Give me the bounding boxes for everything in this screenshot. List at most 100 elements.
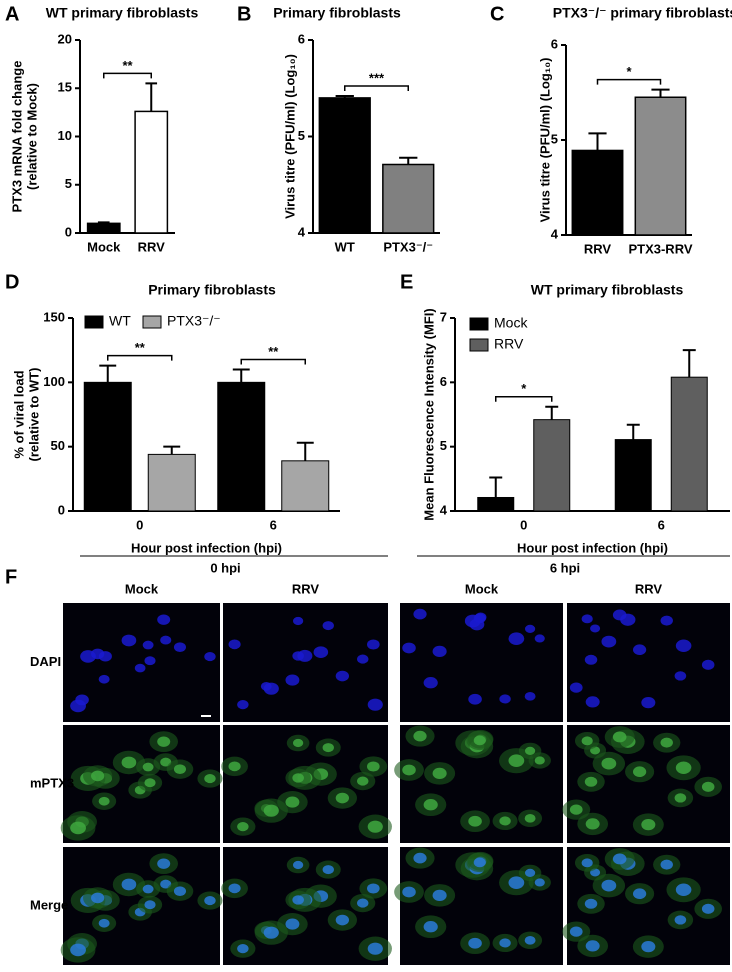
bar <box>83 381 132 512</box>
nucleus <box>157 858 171 869</box>
y-axis-label: Virus titre (PFU/ml) (Log₁₀) <box>537 58 552 223</box>
micrograph <box>562 725 730 843</box>
micrograph <box>394 847 563 965</box>
nucleus <box>601 879 617 892</box>
chart-title: PTX3⁻/⁻ primary fibroblasts <box>553 5 732 21</box>
error-bar <box>588 132 607 151</box>
nucleus <box>157 614 171 625</box>
nucleus <box>134 663 146 673</box>
nucleus <box>641 941 656 953</box>
y-tick-label: 0 <box>65 224 72 239</box>
x-tick-label: WT <box>335 239 355 254</box>
y-axis-label: % of viral load <box>11 370 26 458</box>
x-tick-label: 6 <box>658 517 665 532</box>
error-bar <box>97 221 110 224</box>
y-tick-label: 5 <box>298 128 305 143</box>
nucleus <box>402 886 416 898</box>
nucleus <box>142 762 154 772</box>
row-label: Merge <box>30 897 68 912</box>
nucleus <box>524 746 536 755</box>
x-axis-label: Hour post infection (hpi) <box>131 540 282 555</box>
nucleus <box>473 735 486 746</box>
nucleus <box>285 796 300 808</box>
nucleus <box>675 883 692 897</box>
panel-label: B <box>237 3 251 25</box>
nucleus <box>524 868 536 877</box>
timepoint-label: 0 hpi <box>210 560 240 575</box>
nucleus <box>70 821 86 835</box>
bar <box>634 96 687 236</box>
nucleus <box>160 635 172 645</box>
nucleus <box>263 804 279 817</box>
y-tick-label: 150 <box>43 309 65 324</box>
micrograph <box>394 725 563 843</box>
nucleus <box>367 883 380 894</box>
nucleus <box>701 659 715 670</box>
nucleus <box>292 616 304 626</box>
error-bar <box>399 156 418 165</box>
nucleus <box>675 639 692 653</box>
nucleus <box>524 813 536 823</box>
y-axis-label: (relative to Mock) <box>24 83 39 190</box>
nucleus <box>173 886 187 897</box>
nucleus <box>585 940 600 952</box>
nucleus <box>473 857 486 868</box>
y-tick-label: 5 <box>65 176 72 191</box>
legend-swatch <box>469 338 489 352</box>
nucleus <box>144 778 156 788</box>
nucleus <box>473 613 486 624</box>
x-tick-label: 0 <box>136 517 143 532</box>
nucleus <box>144 656 156 666</box>
panel-label: F <box>5 566 17 588</box>
x-tick-label: 0 <box>520 517 527 532</box>
nucleus <box>612 609 627 621</box>
nucleus <box>432 645 447 658</box>
nucleus <box>263 682 279 695</box>
nucleus <box>70 699 86 713</box>
significance-label: ** <box>268 344 279 359</box>
nucleus <box>228 761 241 772</box>
micrograph <box>221 725 392 843</box>
micrograph <box>60 725 223 843</box>
x-tick-label: RRV <box>584 241 612 256</box>
nucleus <box>204 896 216 906</box>
nucleus <box>423 677 438 689</box>
nucleus <box>367 639 380 650</box>
nucleus <box>237 822 249 832</box>
nucleus <box>142 640 154 650</box>
column-label: RRV <box>292 581 320 596</box>
nucleus <box>524 691 536 701</box>
bar <box>281 460 330 512</box>
bar <box>382 163 435 234</box>
nucleus <box>142 884 154 894</box>
nucleus <box>581 858 593 868</box>
x-tick-label: Mock <box>87 239 121 254</box>
nucleus <box>660 859 673 870</box>
significance-bracket <box>240 358 306 365</box>
bar <box>571 149 624 236</box>
nucleus <box>335 914 350 926</box>
nucleus <box>204 774 216 784</box>
nucleus <box>660 737 673 748</box>
bar <box>217 381 266 512</box>
error-bar <box>296 441 314 461</box>
legend-label: RRV <box>494 336 524 352</box>
nucleus <box>402 764 416 776</box>
y-tick-label: 6 <box>298 31 305 46</box>
nucleus <box>322 865 334 875</box>
column-label: RRV <box>635 581 663 596</box>
nucleus <box>601 757 617 770</box>
x-axis-label: Hour post infection (hpi) <box>517 540 668 555</box>
column-label: Mock <box>125 581 159 596</box>
y-tick-label: 20 <box>58 31 72 46</box>
nucleus <box>584 654 598 665</box>
bar <box>147 453 196 512</box>
nucleus <box>98 918 110 928</box>
nucleus <box>285 674 300 686</box>
nucleus <box>585 818 600 830</box>
micrograph <box>223 603 388 722</box>
micrograph <box>400 603 563 722</box>
nucleus <box>263 926 279 939</box>
nucleus <box>70 943 86 957</box>
